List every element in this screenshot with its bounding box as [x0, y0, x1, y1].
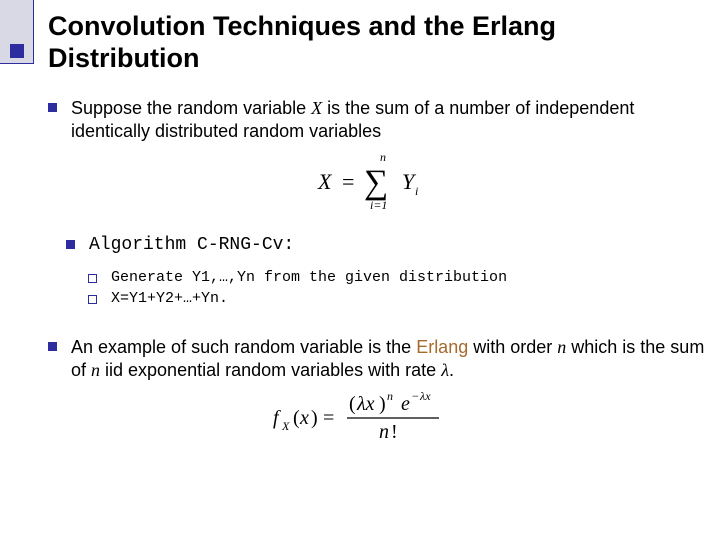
svg-text:f: f — [273, 407, 281, 429]
bullet-1-var: X — [311, 98, 322, 118]
bullet-3-n: n — [557, 337, 566, 357]
slide-title: Convolution Techniques and the Erlang Di… — [48, 10, 706, 75]
svg-text:−: − — [412, 389, 419, 403]
svg-text:(: ( — [293, 407, 300, 429]
bullet-3: An example of such random variable is th… — [48, 336, 706, 382]
svg-text:n: n — [379, 421, 389, 443]
bullet-2-text: Algorithm C-RNG-Cv: — [89, 234, 294, 257]
svg-text:X: X — [281, 419, 290, 433]
svg-text:e: e — [401, 393, 410, 415]
svg-text:): ) — [379, 393, 386, 415]
subbullet-square-icon — [88, 274, 97, 283]
bullet-1-text: Suppose the random variable X is the sum… — [71, 97, 706, 143]
svg-text:!: ! — [391, 421, 398, 443]
bullet-3-end: . — [449, 360, 454, 380]
svg-text:∑: ∑ — [364, 164, 388, 201]
svg-text:i: i — [415, 184, 418, 198]
bullet-3-pre: An example of such random variable is th… — [71, 337, 416, 357]
bullet-3-lambda: λ — [441, 360, 449, 380]
formula-sum: X = n ∑ i=1 Y i — [48, 149, 706, 218]
bullet-3-text: An example of such random variable is th… — [71, 336, 706, 382]
subbullet-2: X=Y1+Y2+…+Yn. — [88, 290, 706, 309]
sum-formula-svg: X = n ∑ i=1 Y i — [312, 149, 442, 213]
side-decoration — [0, 0, 34, 540]
svg-text:n: n — [380, 150, 386, 164]
bullet-3-mid: with order — [468, 337, 557, 357]
svg-text:=: = — [342, 169, 354, 194]
svg-text:=: = — [323, 407, 334, 429]
bullet-3-mid3: iid exponential random variables with ra… — [100, 360, 441, 380]
bullet-2: Algorithm C-RNG-Cv: — [66, 234, 706, 257]
slide-content: Convolution Techniques and the Erlang Di… — [48, 10, 706, 530]
svg-text:n: n — [387, 389, 393, 403]
svg-text:X: X — [317, 169, 333, 194]
formula-pdf: f X ( x ) = ( λx ) n e − λx n ! — [48, 388, 706, 451]
svg-text:λx: λx — [356, 393, 375, 415]
bullet-square-icon — [48, 103, 57, 112]
bullet-1-pre: Suppose the random variable — [71, 98, 311, 118]
svg-text:i=1: i=1 — [370, 198, 387, 212]
bullet-square-icon — [48, 342, 57, 351]
bullet-3-erlang: Erlang — [416, 337, 468, 357]
decoration-square — [10, 44, 24, 58]
subbullet-2-text: X=Y1+Y2+…+Yn. — [111, 290, 228, 309]
bullet-square-icon — [66, 240, 75, 249]
svg-text:): ) — [311, 407, 318, 429]
svg-text:(: ( — [349, 393, 356, 415]
bullet-3-n2: n — [91, 360, 100, 380]
subbullet-1-text: Generate Y1,…,Yn from the given distribu… — [111, 269, 507, 288]
subbullet-square-icon — [88, 295, 97, 304]
erlang-pdf-svg: f X ( x ) = ( λx ) n e − λx n ! — [267, 388, 487, 446]
svg-text:λx: λx — [419, 389, 431, 403]
bullet-1: Suppose the random variable X is the sum… — [48, 97, 706, 143]
subbullet-1: Generate Y1,…,Yn from the given distribu… — [88, 269, 706, 288]
svg-text:x: x — [299, 407, 309, 429]
